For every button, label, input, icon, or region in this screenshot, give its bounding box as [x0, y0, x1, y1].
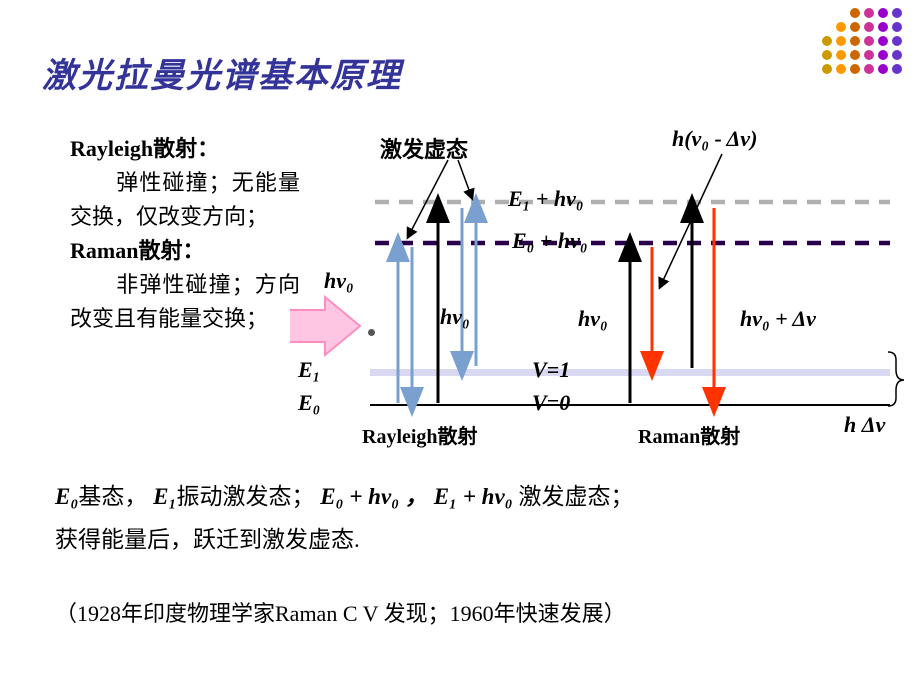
e1-label: E₁: [298, 357, 320, 383]
e1hv-text: E₁ + hν₀: [434, 484, 513, 509]
hdv-label: h Δν: [844, 412, 885, 438]
corner-dots: [822, 8, 902, 74]
diagram-svg: [290, 130, 910, 450]
rayleigh-caption: Rayleigh散射: [362, 420, 478, 449]
t1: 基态，: [78, 484, 147, 509]
level-label-e1hv0: E₁ + hν₀: [508, 186, 584, 212]
raman-caption: Raman散射: [638, 420, 740, 449]
left-description: Rayleigh散射： 弹性碰撞；无能量交换，仅改变方向； Raman散射： 非…: [70, 132, 300, 337]
cursor-dot-icon: [368, 329, 375, 336]
hv0-label-1: hν₀: [324, 268, 354, 294]
v1-label: V=1: [532, 357, 570, 383]
e1-text: E₁: [153, 484, 176, 509]
rayleigh-heading: Rayleigh散射：: [70, 136, 219, 161]
e0-label: E₀: [298, 390, 320, 416]
energy-diagram: 激发虚态 h(ν₀ - Δν) E₁ + hν₀ E₀ + hν₀ hν₀ hν…: [290, 130, 910, 450]
e0hv-text: E₀ + hν₀ ，: [320, 484, 428, 509]
e0-text: E₀: [55, 484, 78, 509]
page-title: 激光拉曼光谱基本原理: [42, 48, 402, 97]
raman-heading: Raman散射：: [70, 238, 204, 263]
hv0-label-3: hν₀: [578, 306, 608, 332]
bottom-text: E₀基态， E₁振动激发态； E₀ + hν₀ ， E₁ + hν₀ 激发虚态；…: [55, 476, 875, 561]
v0-label: V=0: [532, 390, 570, 416]
hv0-label-2: hν₀: [440, 304, 470, 330]
rayleigh-body: 弹性碰撞；无能量交换，仅改变方向；: [70, 166, 300, 234]
bottom-line2: 获得能量后，跃迁到激发虚态.: [55, 527, 360, 552]
t2: 振动激发态；: [176, 484, 314, 509]
virtual-state-label: 激发虚态: [380, 132, 468, 164]
hv0-plus-label: hν₀ + Δν: [740, 306, 816, 332]
bottom-note: （1928年印度物理学家Raman C V 发现；1960年快速发展）: [55, 596, 626, 628]
stokes-photon-label: h(ν₀ - Δν): [672, 126, 757, 152]
level-label-e0hv0: E₀ + hν₀: [512, 228, 588, 254]
excitation-arrow-icon: [290, 297, 360, 355]
raman-body: 非弹性碰撞；方向改变且有能量交换；: [70, 268, 300, 336]
t3: 激发虚态；: [518, 484, 633, 509]
